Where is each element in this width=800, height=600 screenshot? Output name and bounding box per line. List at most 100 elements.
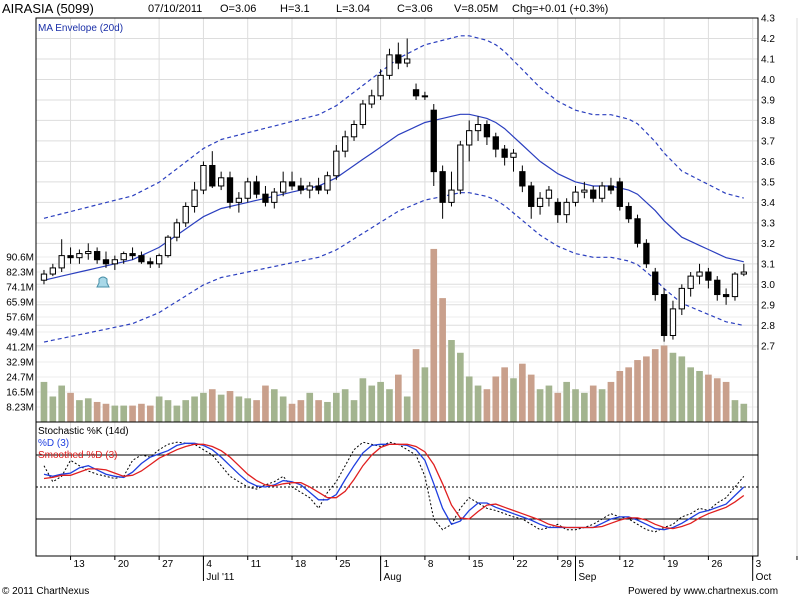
volume-bar: [634, 360, 641, 422]
candle-body: [49, 267, 56, 275]
candle-body: [288, 181, 296, 187]
volume-bar: [430, 248, 438, 422]
volume-bar: [501, 367, 508, 422]
month-label: Oct: [756, 572, 772, 583]
candle-body: [40, 273, 48, 281]
month-label: Aug: [384, 572, 402, 583]
price-tick-label: 3.1: [761, 259, 775, 270]
volume-bar: [226, 391, 234, 422]
volume-bar: [607, 381, 615, 422]
volume-bar: [217, 394, 225, 422]
day-tick-label: 1: [384, 559, 390, 570]
candle-body: [359, 103, 367, 126]
volume-bar: [341, 389, 349, 422]
volume-bar: [457, 352, 464, 422]
volume-bar: [572, 389, 579, 422]
volume-bar: [377, 381, 384, 422]
price-tick-label: 3.6: [761, 157, 775, 168]
volume-bar: [200, 392, 207, 422]
candle-body: [395, 54, 402, 64]
quote-low: L=3.04: [336, 3, 370, 15]
day-tick-label: 8: [428, 559, 434, 570]
volume-tick-label: 74.1M: [6, 283, 34, 294]
volume-bar: [288, 403, 296, 422]
price-candles: [40, 38, 747, 342]
candle-body: [155, 255, 163, 265]
candle-body: [386, 54, 393, 76]
volume-bar: [492, 376, 500, 422]
candle-body: [519, 171, 526, 187]
day-tick-label: 5: [579, 559, 585, 570]
candle-body: [563, 201, 570, 216]
day-tick-label: 18: [295, 559, 307, 570]
day-tick-label: 11: [251, 559, 262, 570]
volume-bar: [625, 367, 632, 422]
volume-bar: [368, 385, 376, 422]
candle-body: [138, 255, 145, 263]
volume-bar: [660, 345, 668, 422]
candle-body: [474, 124, 482, 132]
stoch-smoothed-d-line: [43, 443, 745, 530]
day-tick-label: 19: [667, 559, 679, 570]
candle-body: [412, 89, 420, 97]
volume-tick-label: 82.3M: [6, 268, 34, 279]
stoch-d-legend: %D (3): [38, 438, 69, 449]
bell-alert-icon: [96, 276, 110, 288]
ma-envelope: [43, 35, 744, 343]
volume-bar: [554, 392, 562, 422]
candle-body: [687, 275, 694, 289]
candle-body: [448, 189, 455, 203]
volume-bar: [439, 298, 446, 422]
volume-bar: [138, 403, 145, 422]
candle-body: [404, 58, 411, 64]
candle-body: [536, 197, 544, 207]
candle-body: [492, 136, 499, 150]
volume-bar: [182, 400, 190, 422]
volume-bar: [350, 400, 358, 422]
candle-body: [76, 253, 83, 259]
price-tick-label: 3.4: [761, 198, 775, 209]
candle-body: [324, 175, 331, 191]
stoch-panel-frame: [35, 421, 759, 557]
volume-tick-label: 24.7M: [6, 373, 34, 384]
candle-body: [350, 124, 358, 138]
volume-bar: [262, 385, 269, 422]
volume-bar: [527, 374, 535, 422]
stoch-k-legend: Stochastic %K (14d): [38, 426, 129, 437]
volume-bar: [129, 405, 136, 422]
candle-body: [67, 255, 74, 259]
volume-bar: [332, 392, 340, 422]
powered-by-link[interactable]: Powered by www.chartnexus.com: [628, 586, 779, 597]
candle-body: [643, 242, 650, 265]
volume-bar: [76, 400, 83, 422]
volume-bar: [359, 378, 367, 422]
volume-tick-label: 16.5M: [6, 387, 34, 398]
axes: 4.3 4.2 4.1 4.0 3.9 3.8 3.7 3.6 3.5 3.4 3.3 3.2 3.1 3…: [6, 14, 800, 584]
price-tick-label: 3.0: [761, 280, 775, 291]
candle-body: [297, 185, 305, 191]
volume-bar: [244, 398, 252, 422]
candle-body: [483, 124, 491, 138]
candle-body: [120, 253, 127, 261]
candle-body: [280, 181, 287, 193]
volume-bar: [315, 400, 322, 422]
month-label: Sep: [579, 572, 597, 583]
stock-title: AIRASIA (5099): [2, 1, 94, 16]
volume-bar: [253, 400, 260, 422]
volume-bar: [687, 367, 694, 422]
ma-20d-line: [43, 113, 744, 281]
volume-bar: [270, 389, 278, 422]
stoch-smoothed-legend: Smoothed %D (3): [38, 450, 117, 461]
volume-bar: [412, 349, 420, 422]
candle-body: [501, 148, 508, 158]
quote-volume: V=8.05M: [454, 3, 499, 15]
volume-bars: [40, 248, 748, 422]
volume-bar: [731, 400, 739, 422]
volume-bar: [643, 356, 650, 422]
candle-body: [466, 130, 473, 146]
candle-body: [315, 185, 322, 191]
candle-body: [226, 177, 234, 203]
candle-body: [306, 185, 313, 191]
volume-bar: [563, 381, 570, 422]
